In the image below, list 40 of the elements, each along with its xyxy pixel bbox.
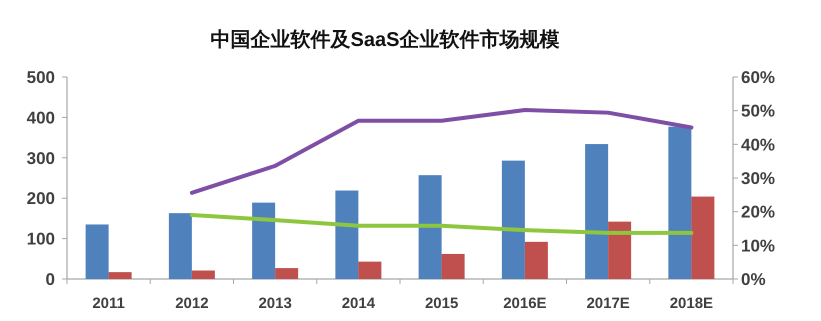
bar: [192, 270, 215, 279]
bar: [502, 160, 525, 279]
bar: [691, 196, 714, 279]
y2-tick-label: 30%: [741, 169, 776, 188]
bar: [585, 144, 608, 279]
y-tick-label: 500: [26, 68, 55, 87]
x-tick-label: 2012: [175, 295, 209, 312]
y-tick-label: 400: [26, 108, 55, 128]
bar: [252, 202, 276, 279]
y-tick-label: 200: [26, 189, 55, 208]
bar: [608, 222, 632, 279]
x-tick-label: 2015: [424, 295, 458, 312]
y2-tick-label: 20%: [741, 202, 776, 222]
bar: [168, 213, 192, 279]
bar: [108, 272, 132, 279]
bar: [442, 254, 465, 279]
x-tick-label: 2018E: [670, 295, 714, 312]
y2-tick-label: 50%: [741, 102, 776, 121]
x-tick-label: 2014: [342, 295, 376, 312]
chart-title: 中国企业软件及SaaS企业软件市场规模: [210, 28, 560, 51]
bar: [335, 190, 358, 279]
y-tick-label: 300: [26, 148, 55, 168]
x-tick-label: 2017E: [586, 295, 630, 312]
x-tick-label: 2013: [258, 295, 292, 312]
bar: [275, 268, 298, 279]
bar: [86, 224, 109, 279]
y-tick-label: 0: [46, 270, 55, 289]
x-tick-label: 2016E: [503, 295, 547, 312]
y-tick-label: 100: [26, 230, 55, 249]
bar: [668, 126, 692, 279]
y2-tick-label: 10%: [741, 236, 776, 256]
bar: [524, 242, 548, 279]
x-tick-label: 2011: [92, 295, 125, 312]
bar: [358, 262, 382, 279]
y2-tick-label: 60%: [741, 68, 776, 87]
y2-tick-label: 40%: [741, 135, 776, 154]
line-series: [190, 108, 694, 195]
y2-tick-label: 0%: [741, 270, 766, 289]
line-series: [190, 213, 694, 235]
bar: [418, 175, 442, 279]
